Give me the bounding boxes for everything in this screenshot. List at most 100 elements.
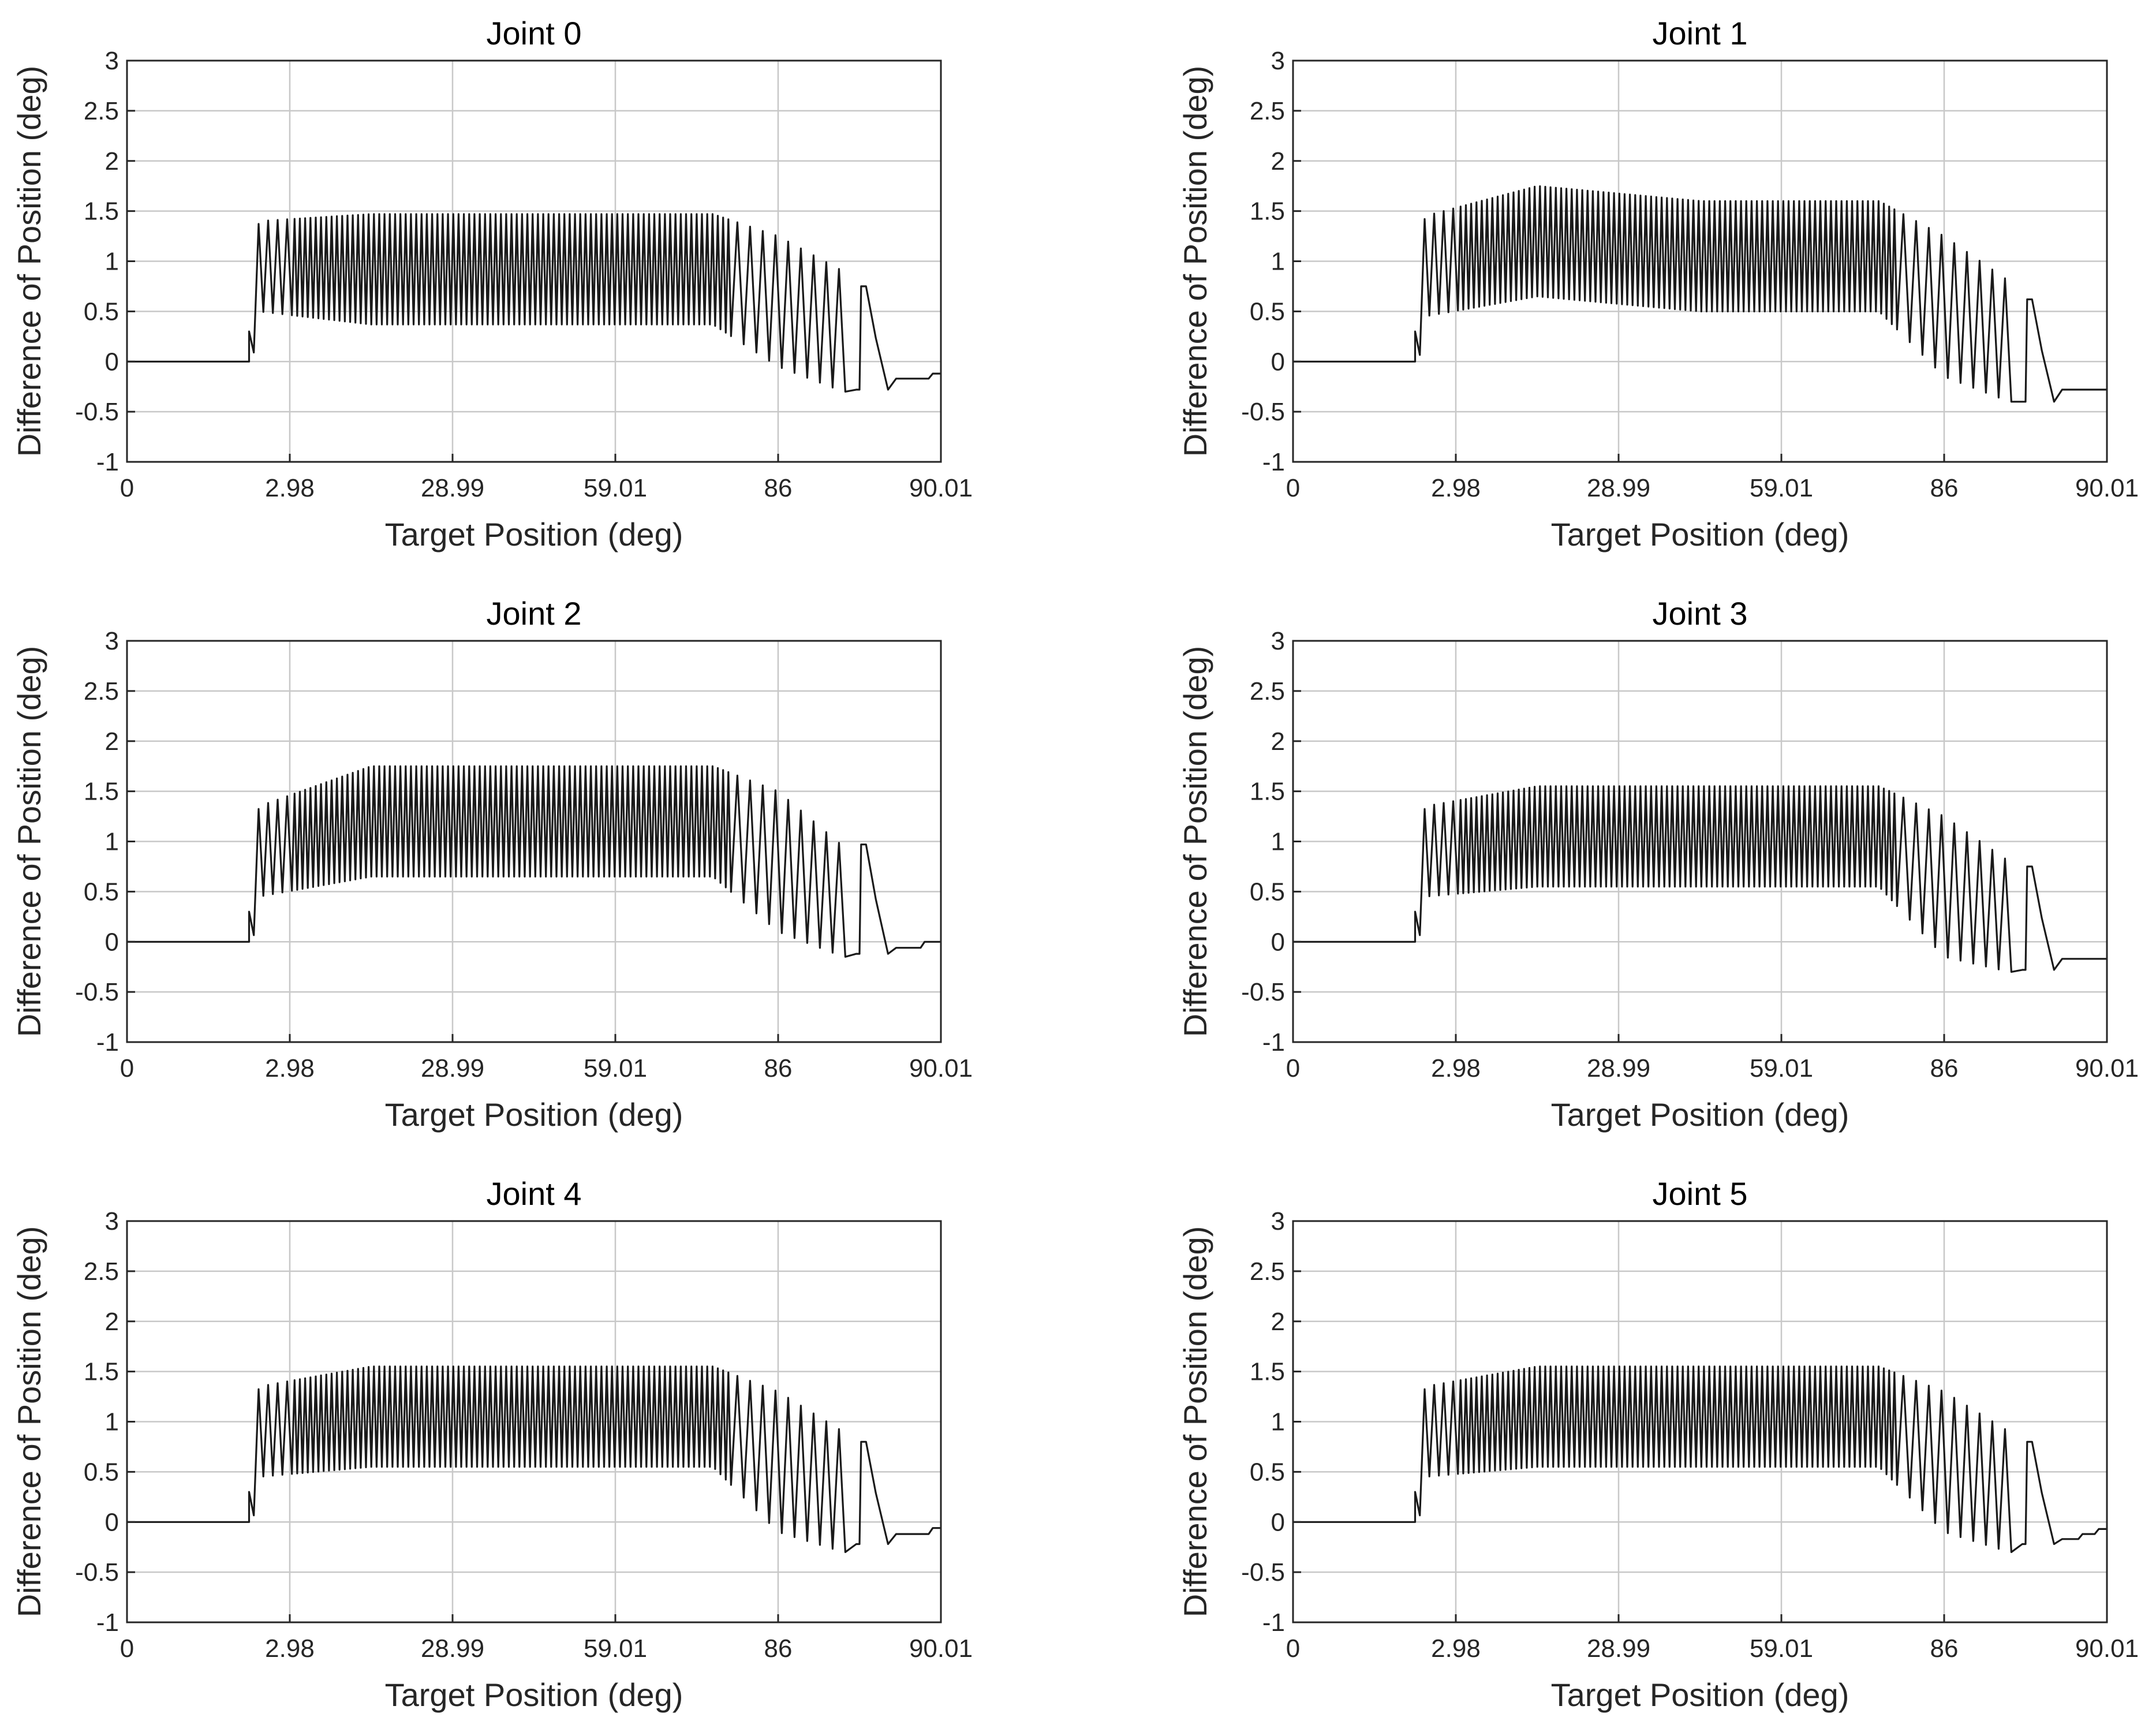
y-tick-label: 3 bbox=[105, 47, 119, 75]
x-tick-label: 86 bbox=[1930, 1634, 1959, 1663]
x-axis-label: Target Position (deg) bbox=[1551, 1096, 1849, 1133]
x-tick-label: 90.01 bbox=[909, 1634, 973, 1663]
x-tick-label: 59.01 bbox=[584, 1054, 647, 1082]
subplot-joint-5: -1 -0.5 0 0.5 1 1.5 2 2.5 3 0 2.98 28.99 59.01 86 90.0… bbox=[1177, 1175, 2139, 1713]
y-tick-label: 2.5 bbox=[1250, 1257, 1285, 1286]
x-tick-label: 86 bbox=[764, 474, 793, 502]
y-tick-label: 1.5 bbox=[84, 1358, 119, 1386]
x-tick-label: 2.98 bbox=[1431, 1054, 1481, 1082]
x-tick-label: 28.99 bbox=[421, 474, 484, 502]
y-axis-label: Difference of Position (deg) bbox=[1177, 1226, 1213, 1618]
x-tick-label: 90.01 bbox=[2075, 474, 2139, 502]
y-tick-label: -0.5 bbox=[75, 398, 119, 426]
y-tick-label: 0.5 bbox=[84, 1458, 119, 1486]
subplot-joint-0: -1 -0.5 0 0.5 1 1.5 2 2.5 3 0 2.98 28.99 59.01 86 90.0… bbox=[11, 15, 973, 553]
y-tick-label: 3 bbox=[105, 627, 119, 655]
y-tick-label: 0 bbox=[1271, 928, 1285, 956]
x-tick-label: 2.98 bbox=[265, 1054, 315, 1082]
y-tick-label: -1 bbox=[1262, 448, 1285, 476]
y-tick-label: 2 bbox=[105, 727, 119, 756]
x-tick-label: 90.01 bbox=[2075, 1054, 2139, 1082]
y-tick-label: 1 bbox=[105, 828, 119, 856]
y-tick-label: 1 bbox=[1271, 248, 1285, 276]
subplot-title: Joint 3 bbox=[1653, 595, 1748, 632]
y-tick-label: 2.5 bbox=[1250, 677, 1285, 706]
y-tick-label: 2.5 bbox=[84, 97, 119, 125]
x-axis-label: Target Position (deg) bbox=[1551, 516, 1849, 553]
y-tick-label: 0.5 bbox=[1250, 878, 1285, 906]
x-tick-label: 0 bbox=[120, 474, 134, 502]
series-line-joint-2 bbox=[127, 765, 941, 958]
x-tick-label: 90.01 bbox=[909, 474, 973, 502]
x-axis-label: Target Position (deg) bbox=[385, 1677, 683, 1713]
series-line-joint-0 bbox=[127, 213, 941, 393]
x-tick-label: 86 bbox=[764, 1054, 793, 1082]
x-tick-label: 0 bbox=[1286, 1054, 1300, 1082]
y-axis-label: Difference of Position (deg) bbox=[11, 66, 47, 457]
y-tick-label: -1 bbox=[1262, 1608, 1285, 1637]
y-tick-label: 3 bbox=[1271, 47, 1285, 75]
x-tick-label: 59.01 bbox=[1750, 474, 1813, 502]
x-tick-label: 0 bbox=[120, 1634, 134, 1663]
y-tick-label: 0.5 bbox=[1250, 1458, 1285, 1486]
subplot-joint-2: -1 -0.5 0 0.5 1 1.5 2 2.5 3 0 2.98 28.99 59.01 86 90.0… bbox=[11, 595, 973, 1133]
x-tick-label: 28.99 bbox=[1587, 1634, 1650, 1663]
x-tick-label: 28.99 bbox=[421, 1054, 484, 1082]
y-tick-label: 0 bbox=[105, 928, 119, 956]
y-tick-label: 1.5 bbox=[84, 197, 119, 226]
x-tick-label: 59.01 bbox=[1750, 1634, 1813, 1663]
y-tick-label: -1 bbox=[96, 448, 119, 476]
y-tick-label: 2 bbox=[1271, 147, 1285, 176]
y-tick-label: 0.5 bbox=[84, 297, 119, 326]
x-tick-label: 2.98 bbox=[1431, 474, 1481, 502]
y-tick-label: 2.5 bbox=[1250, 97, 1285, 125]
y-tick-label: 0.5 bbox=[84, 878, 119, 906]
y-tick-label: 0 bbox=[105, 1508, 119, 1536]
y-tick-label: 2.5 bbox=[84, 1257, 119, 1286]
y-tick-label: -0.5 bbox=[1241, 978, 1285, 1006]
y-tick-label: 2 bbox=[105, 147, 119, 176]
y-tick-label: 3 bbox=[1271, 627, 1285, 655]
series-line-joint-1 bbox=[1293, 185, 2107, 403]
y-tick-label: 2.5 bbox=[84, 677, 119, 706]
y-tick-label: 1.5 bbox=[1250, 778, 1285, 806]
x-tick-label: 90.01 bbox=[2075, 1634, 2139, 1663]
x-axis-label: Target Position (deg) bbox=[385, 516, 683, 553]
x-tick-label: 28.99 bbox=[1587, 1054, 1650, 1082]
subplot-title: Joint 4 bbox=[487, 1175, 582, 1212]
x-axis-label: Target Position (deg) bbox=[1551, 1677, 1849, 1713]
y-tick-label: 2 bbox=[1271, 1308, 1285, 1336]
y-axis-label: Difference of Position (deg) bbox=[11, 646, 47, 1037]
x-tick-label: 59.01 bbox=[584, 1634, 647, 1663]
series-line-joint-4 bbox=[127, 1365, 941, 1553]
y-tick-label: -0.5 bbox=[1241, 1558, 1285, 1587]
subplot-title: Joint 5 bbox=[1653, 1175, 1748, 1212]
y-tick-label: 0 bbox=[1271, 348, 1285, 376]
subplot-title: Joint 0 bbox=[487, 15, 582, 51]
y-tick-label: -0.5 bbox=[75, 978, 119, 1006]
y-tick-label: 1 bbox=[1271, 1408, 1285, 1436]
x-tick-label: 0 bbox=[1286, 474, 1300, 502]
y-tick-label: 0.5 bbox=[1250, 297, 1285, 326]
series-line-joint-5 bbox=[1293, 1365, 2107, 1553]
x-tick-label: 0 bbox=[120, 1054, 134, 1082]
subplot-title: Joint 1 bbox=[1653, 15, 1748, 51]
y-tick-label: 1 bbox=[1271, 828, 1285, 856]
x-tick-label: 59.01 bbox=[584, 474, 647, 502]
y-tick-label: 1 bbox=[105, 248, 119, 276]
x-tick-label: 2.98 bbox=[265, 1634, 315, 1663]
y-tick-label: -1 bbox=[1262, 1028, 1285, 1057]
y-tick-label: 0 bbox=[1271, 1508, 1285, 1536]
y-tick-label: -1 bbox=[96, 1608, 119, 1637]
y-tick-label: 3 bbox=[105, 1207, 119, 1235]
subplot-joint-4: -1 -0.5 0 0.5 1 1.5 2 2.5 3 0 2.98 28.99 59.01 86 90.0… bbox=[11, 1175, 973, 1713]
y-tick-label: -1 bbox=[96, 1028, 119, 1057]
subplot-joint-1: -1 -0.5 0 0.5 1 1.5 2 2.5 3 0 2.98 28.99 59.01 86 90.0… bbox=[1177, 15, 2139, 553]
y-tick-label: 1.5 bbox=[1250, 1358, 1285, 1386]
y-tick-label: 2 bbox=[105, 1308, 119, 1336]
x-tick-label: 59.01 bbox=[1750, 1054, 1813, 1082]
y-tick-label: 3 bbox=[1271, 1207, 1285, 1235]
subplot-title: Joint 2 bbox=[487, 595, 582, 632]
x-axis-label: Target Position (deg) bbox=[385, 1096, 683, 1133]
